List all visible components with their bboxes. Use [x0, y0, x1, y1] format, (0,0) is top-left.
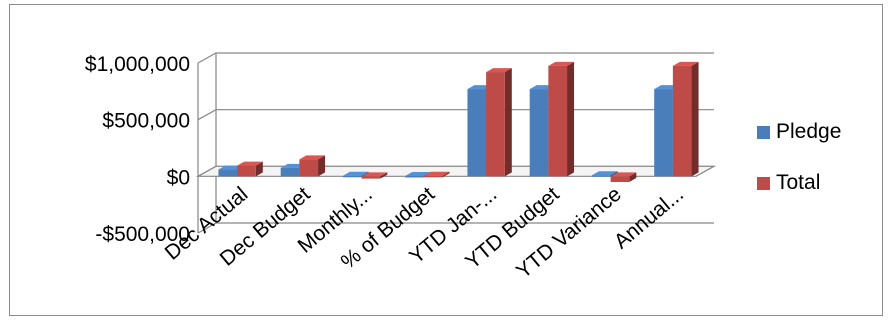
y-tick-label: $0: [167, 166, 190, 189]
bar-total: [361, 172, 388, 179]
legend-label-pledge: Pledge: [776, 120, 841, 143]
category-axis-floor: [195, 165, 717, 177]
gridline: [197, 52, 714, 64]
bar-total: [237, 161, 263, 177]
legend-swatch-pledge: [757, 126, 770, 139]
bar-layer: [218, 61, 699, 182]
gridline: [197, 109, 714, 121]
bar-total: [299, 155, 326, 177]
legend-layer: Pledge Total: [757, 120, 841, 194]
bar-total: [548, 61, 575, 177]
bar-total: [486, 68, 512, 177]
bar-total: [672, 61, 699, 177]
chart-frame: $1,000,000 $500,000 $0 -$500,000 Dec Actual D…: [9, 4, 883, 316]
x-tick-label: YTD Variance: [512, 183, 626, 284]
legend-label-total: Total: [776, 171, 820, 194]
bar-pledge: [591, 171, 618, 177]
x-tick-label: Annual...: [610, 183, 688, 254]
bar-total: [610, 172, 637, 182]
bar-total: [423, 171, 450, 178]
y-tick-label: $1,000,000: [85, 53, 190, 76]
y-tick-label: $500,000: [102, 110, 190, 133]
legend-swatch-total: [757, 177, 770, 190]
y-tick-label: -$500,000: [95, 223, 190, 246]
axis-layer: [195, 53, 717, 233]
